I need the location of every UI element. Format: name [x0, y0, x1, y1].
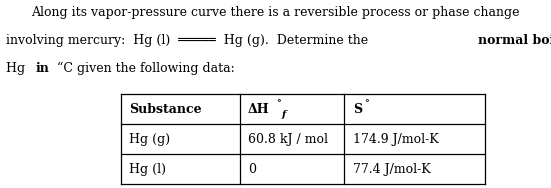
Text: normal boiling point: normal boiling point — [478, 34, 551, 47]
Text: °: ° — [276, 99, 280, 108]
Text: S: S — [353, 102, 362, 116]
Text: Along its vapor-pressure curve there is a reversible process or phase change: Along its vapor-pressure curve there is … — [31, 6, 520, 19]
Text: 77.4 J/mol-K: 77.4 J/mol-K — [353, 163, 430, 176]
Text: 60.8 kJ / mol: 60.8 kJ / mol — [248, 133, 328, 146]
Text: Hg (g): Hg (g) — [129, 133, 171, 146]
Text: “C given the following data:: “C given the following data: — [53, 62, 235, 75]
Text: Hg: Hg — [6, 62, 29, 75]
Text: involving mercury:  Hg (l)  ═════  Hg (g).  Determine the: involving mercury: Hg (l) ═════ Hg (g). … — [6, 34, 371, 47]
Text: Substance: Substance — [129, 102, 202, 116]
Text: °: ° — [364, 99, 369, 108]
Text: Hg (l): Hg (l) — [129, 163, 166, 176]
Text: f: f — [282, 110, 286, 119]
Text: in: in — [35, 62, 49, 75]
Text: 0: 0 — [248, 163, 256, 176]
Text: 174.9 J/mol-K: 174.9 J/mol-K — [353, 133, 439, 146]
Text: ΔH: ΔH — [248, 102, 269, 116]
